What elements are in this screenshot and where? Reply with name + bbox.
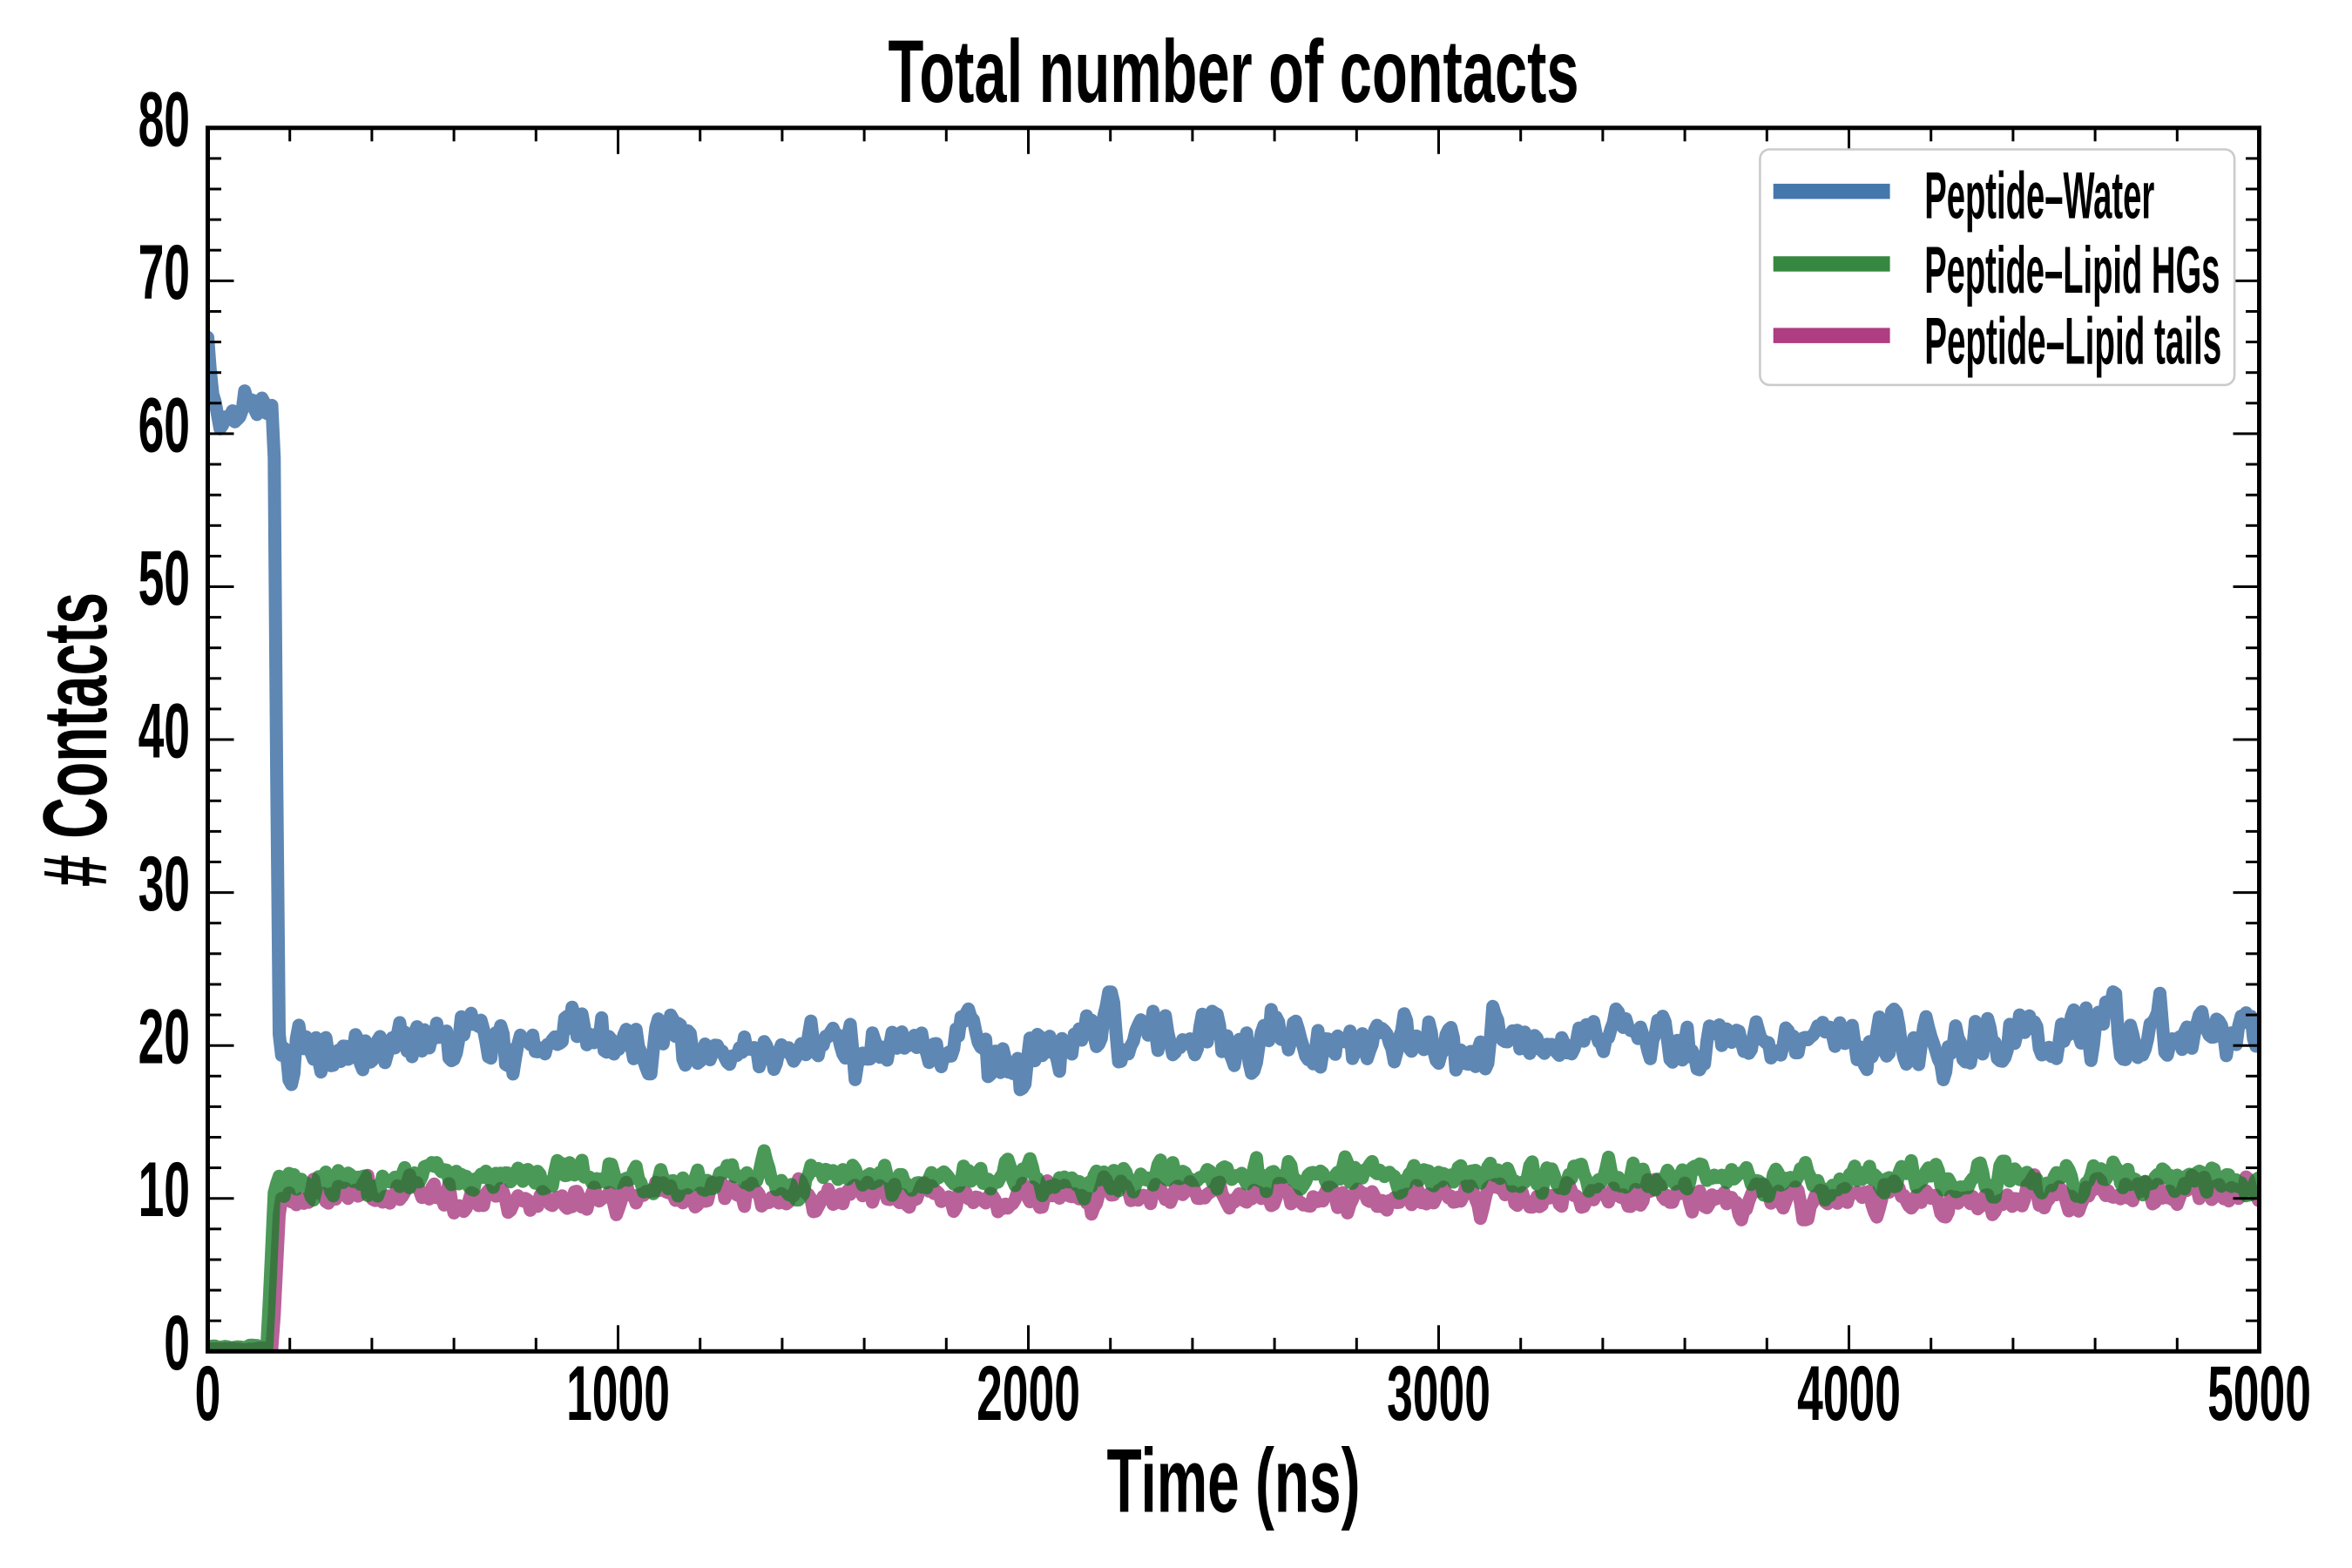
svg-text:Time (ns): Time (ns) <box>1107 1430 1361 1531</box>
svg-text:0: 0 <box>195 1350 221 1436</box>
svg-text:Total number of contacts: Total number of contacts <box>889 23 1579 122</box>
svg-text:50: 50 <box>139 535 190 621</box>
svg-text:30: 30 <box>139 841 190 927</box>
svg-text:0: 0 <box>164 1300 190 1386</box>
svg-text:Peptide–Lipid HGs: Peptide–Lipid HGs <box>1924 233 2220 308</box>
svg-text:20: 20 <box>139 994 190 1080</box>
svg-text:60: 60 <box>139 382 190 468</box>
svg-text:3000: 3000 <box>1387 1350 1490 1436</box>
svg-text:80: 80 <box>139 76 190 162</box>
svg-text:Peptide–Water: Peptide–Water <box>1924 159 2154 233</box>
svg-text:4000: 4000 <box>1797 1350 1901 1436</box>
svg-text:40: 40 <box>139 687 190 774</box>
svg-text:5000: 5000 <box>2207 1350 2311 1436</box>
svg-text:2000: 2000 <box>977 1350 1080 1436</box>
svg-text:# Contacts: # Contacts <box>25 592 126 887</box>
svg-text:10: 10 <box>139 1146 190 1233</box>
svg-text:Peptide–Lipid tails: Peptide–Lipid tails <box>1924 303 2221 378</box>
svg-text:1000: 1000 <box>566 1350 670 1436</box>
svg-text:70: 70 <box>139 229 190 315</box>
